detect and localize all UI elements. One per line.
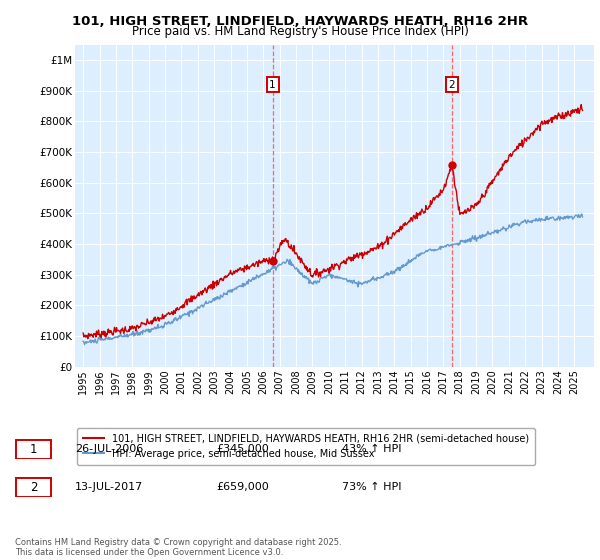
Text: £345,000: £345,000 [216, 444, 269, 454]
Text: 1: 1 [269, 80, 276, 90]
Text: 43% ↑ HPI: 43% ↑ HPI [342, 444, 401, 454]
Text: 13-JUL-2017: 13-JUL-2017 [75, 482, 143, 492]
FancyBboxPatch shape [16, 478, 51, 497]
Text: 101, HIGH STREET, LINDFIELD, HAYWARDS HEATH, RH16 2HR: 101, HIGH STREET, LINDFIELD, HAYWARDS HE… [72, 15, 528, 27]
Legend: 101, HIGH STREET, LINDFIELD, HAYWARDS HEATH, RH16 2HR (semi-detached house), HPI: 101, HIGH STREET, LINDFIELD, HAYWARDS HE… [77, 428, 535, 465]
Text: Price paid vs. HM Land Registry's House Price Index (HPI): Price paid vs. HM Land Registry's House … [131, 25, 469, 38]
Text: Contains HM Land Registry data © Crown copyright and database right 2025.
This d: Contains HM Land Registry data © Crown c… [15, 538, 341, 557]
Text: £659,000: £659,000 [216, 482, 269, 492]
Text: 2: 2 [30, 480, 37, 494]
Text: 73% ↑ HPI: 73% ↑ HPI [342, 482, 401, 492]
FancyBboxPatch shape [16, 440, 51, 459]
Text: 1: 1 [30, 442, 37, 456]
Text: 2: 2 [449, 80, 455, 90]
Text: 26-JUL-2006: 26-JUL-2006 [75, 444, 143, 454]
